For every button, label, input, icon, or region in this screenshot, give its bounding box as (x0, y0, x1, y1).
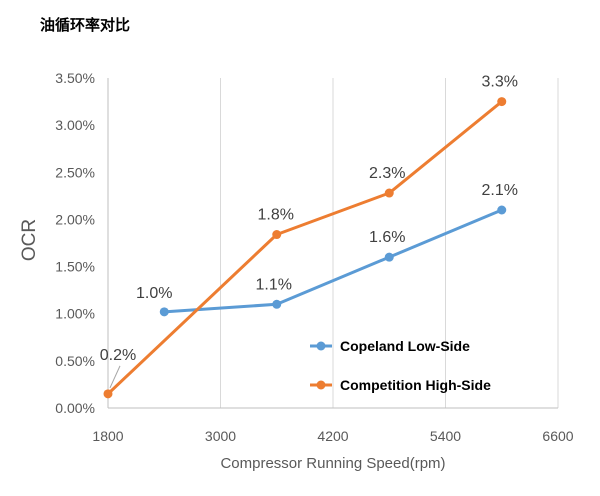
x-tick-label: 1800 (92, 428, 123, 444)
data-point (159, 307, 169, 317)
y-tick-label: 0.50% (55, 353, 95, 369)
data-point (384, 188, 394, 198)
legend-label: Competition High-Side (340, 377, 491, 393)
y-tick-label: 3.00% (55, 117, 95, 133)
y-tick-label: 2.50% (55, 164, 95, 180)
series-line (106, 100, 503, 395)
series (103, 97, 507, 399)
y-tick-label: 3.50% (55, 70, 95, 86)
y-tick-label: 2.00% (55, 211, 95, 227)
data-label: 1.1% (256, 276, 292, 293)
legend-label: Copeland Low-Side (340, 338, 470, 354)
label-leader-line (109, 365, 121, 389)
data-point (272, 230, 282, 240)
x-axis-title: Compressor Running Speed(rpm) (220, 455, 445, 472)
y-axis-title: OCR (19, 219, 40, 261)
x-tick-label: 6600 (542, 428, 573, 444)
data-label: 3.3% (482, 74, 518, 91)
data-point (497, 97, 507, 107)
data-point (272, 299, 282, 309)
legend: Copeland Low-Side Competition High-Side (310, 338, 491, 393)
x-tick-label: 5400 (430, 428, 461, 444)
data-point (103, 389, 113, 399)
series-line (164, 208, 503, 314)
x-tick-label: 3000 (205, 428, 236, 444)
data-label: 1.8% (258, 207, 294, 224)
data-label: 1.0% (136, 285, 172, 302)
data-labels: 1.0% 1.1% 1.6% 2.1% 0.2% 1.8% 2.3% 3.3% (100, 74, 518, 389)
chart-title: 油循环率对比 (40, 16, 130, 34)
data-label: 1.6% (369, 229, 405, 246)
y-tick-label: 1.00% (55, 306, 95, 322)
data-label: 0.2% (100, 347, 136, 364)
legend-marker (316, 341, 326, 351)
data-point (384, 252, 394, 262)
grid (107, 78, 559, 408)
data-point (497, 205, 507, 215)
legend-marker (316, 380, 326, 390)
y-tick-label: 1.50% (55, 259, 95, 275)
data-label: 2.3% (369, 165, 405, 182)
data-label: 2.1% (482, 182, 518, 199)
y-tick-label: 0.00% (55, 400, 95, 416)
x-tick-label: 4200 (317, 428, 348, 444)
axes: 0.00% 0.50% 1.00% 1.50% 2.00% 2.50% 3.00% 3.50%… (55, 70, 573, 444)
